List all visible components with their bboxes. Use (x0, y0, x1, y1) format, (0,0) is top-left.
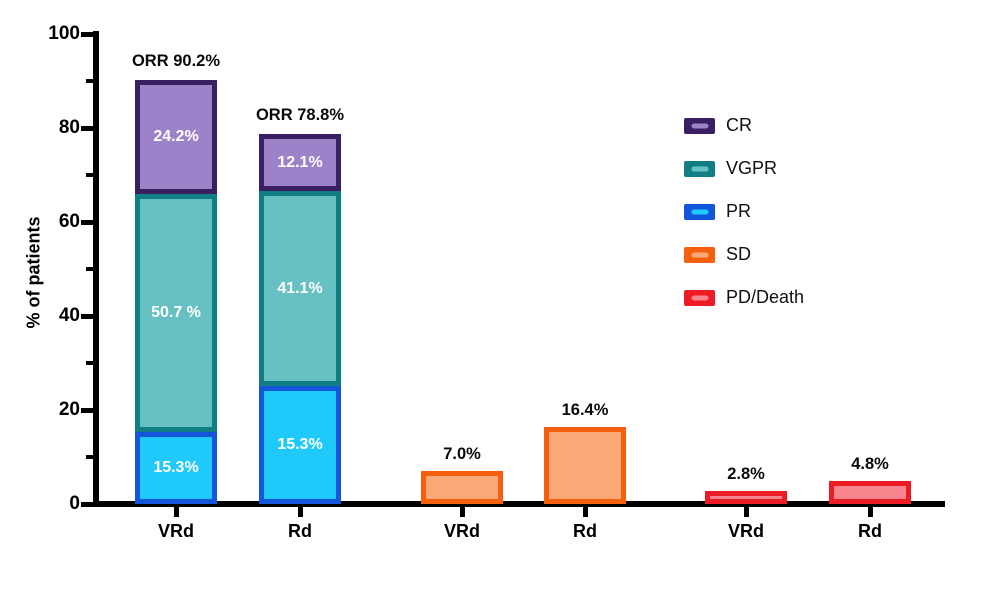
legend-label: PD/Death (726, 287, 805, 307)
bar-value-label: 4.8% (851, 455, 889, 474)
legend-label: PR (726, 201, 752, 221)
x-tick (867, 507, 873, 517)
bar-segment-pr-rd-1 (259, 385, 341, 504)
legend-label: SD (726, 244, 752, 264)
bar-segment-pr-vrd-0 (135, 432, 217, 504)
x-category-label: Rd (858, 521, 882, 541)
segment-value-label: 15.3% (153, 459, 199, 477)
x-tick (582, 507, 588, 517)
x-category-label: Rd (573, 521, 597, 541)
orr-annotation: ORR 78.8% (255, 105, 345, 124)
y-tick-label: 100 (48, 23, 80, 44)
y-major-tick (81, 125, 93, 131)
legend-label: VGPR (726, 158, 778, 178)
y-major-tick (81, 31, 93, 37)
y-minor-tick (86, 173, 93, 177)
bar-value-label: 16.4% (561, 400, 609, 419)
y-tick-label: 40 (58, 305, 80, 326)
bar-pd-death-rd-5 (829, 481, 911, 504)
bar-segment-cr-vrd-0 (135, 80, 217, 195)
legend-swatch-stripe (691, 123, 708, 128)
legend-swatch-pr-icon (684, 203, 715, 220)
segment-value-label: 12.1% (277, 153, 323, 171)
y-minor-tick (86, 267, 93, 271)
x-category-label: VRd (444, 521, 480, 541)
y-tick-label: 60 (58, 211, 80, 232)
y-major-tick (81, 219, 93, 225)
y-major-tick (81, 407, 93, 413)
bar-value-label: 2.8% (727, 464, 765, 483)
bar-segment-vgpr-rd-1 (259, 191, 341, 386)
bar-pd-death-vrd-4 (705, 490, 787, 504)
x-category-label: VRd (728, 521, 764, 541)
x-tick (297, 507, 303, 517)
legend-swatch-sd-icon (684, 246, 715, 263)
x-category-label: VRd (158, 521, 194, 541)
legend-row: CR (684, 104, 804, 147)
segment-value-label: 24.2% (153, 128, 199, 146)
y-minor-tick (86, 361, 93, 365)
bar-segment-cr-rd-1 (259, 133, 341, 192)
legend-label: CR (726, 115, 752, 135)
legend-swatch-vgpr-icon (684, 160, 715, 177)
x-axis-line (93, 501, 945, 507)
legend-row: SD (684, 233, 804, 276)
y-major-tick (81, 313, 93, 319)
bar-segment-vgpr-vrd-0 (135, 194, 217, 433)
segment-value-label: 41.1% (277, 279, 323, 297)
legend-swatch-stripe (691, 252, 708, 257)
legend-swatch-pd-death-icon (684, 289, 715, 306)
y-axis-line (93, 31, 99, 507)
legend: CR VGPR PR SD PD/Death (684, 104, 804, 319)
legend-swatch-stripe (691, 209, 708, 214)
segment-value-label: 15.3% (277, 435, 323, 453)
y-tick-label: 80 (58, 117, 80, 138)
y-major-tick (81, 501, 93, 507)
bar-value-label: 7.0% (443, 445, 481, 464)
legend-swatch-stripe (691, 295, 708, 300)
y-tick-label: 20 (58, 399, 80, 420)
x-tick (173, 507, 179, 517)
y-minor-tick (86, 79, 93, 83)
y-minor-tick (86, 455, 93, 459)
legend-swatch-cr-icon (684, 117, 715, 134)
legend-row: PD/Death (684, 276, 804, 319)
orr-annotation: ORR 90.2% (131, 52, 221, 71)
legend-swatch-stripe (691, 166, 708, 171)
bar-sd-vrd-2 (421, 471, 503, 504)
legend-row: PR (684, 190, 804, 233)
x-tick (459, 507, 465, 517)
y-tick-label: 0 (69, 493, 80, 514)
segment-value-label: 50.7 % (151, 304, 201, 322)
x-category-label: Rd (288, 521, 312, 541)
bar-sd-rd-3 (544, 426, 626, 504)
legend-row: VGPR (684, 147, 804, 190)
x-tick (743, 507, 749, 517)
